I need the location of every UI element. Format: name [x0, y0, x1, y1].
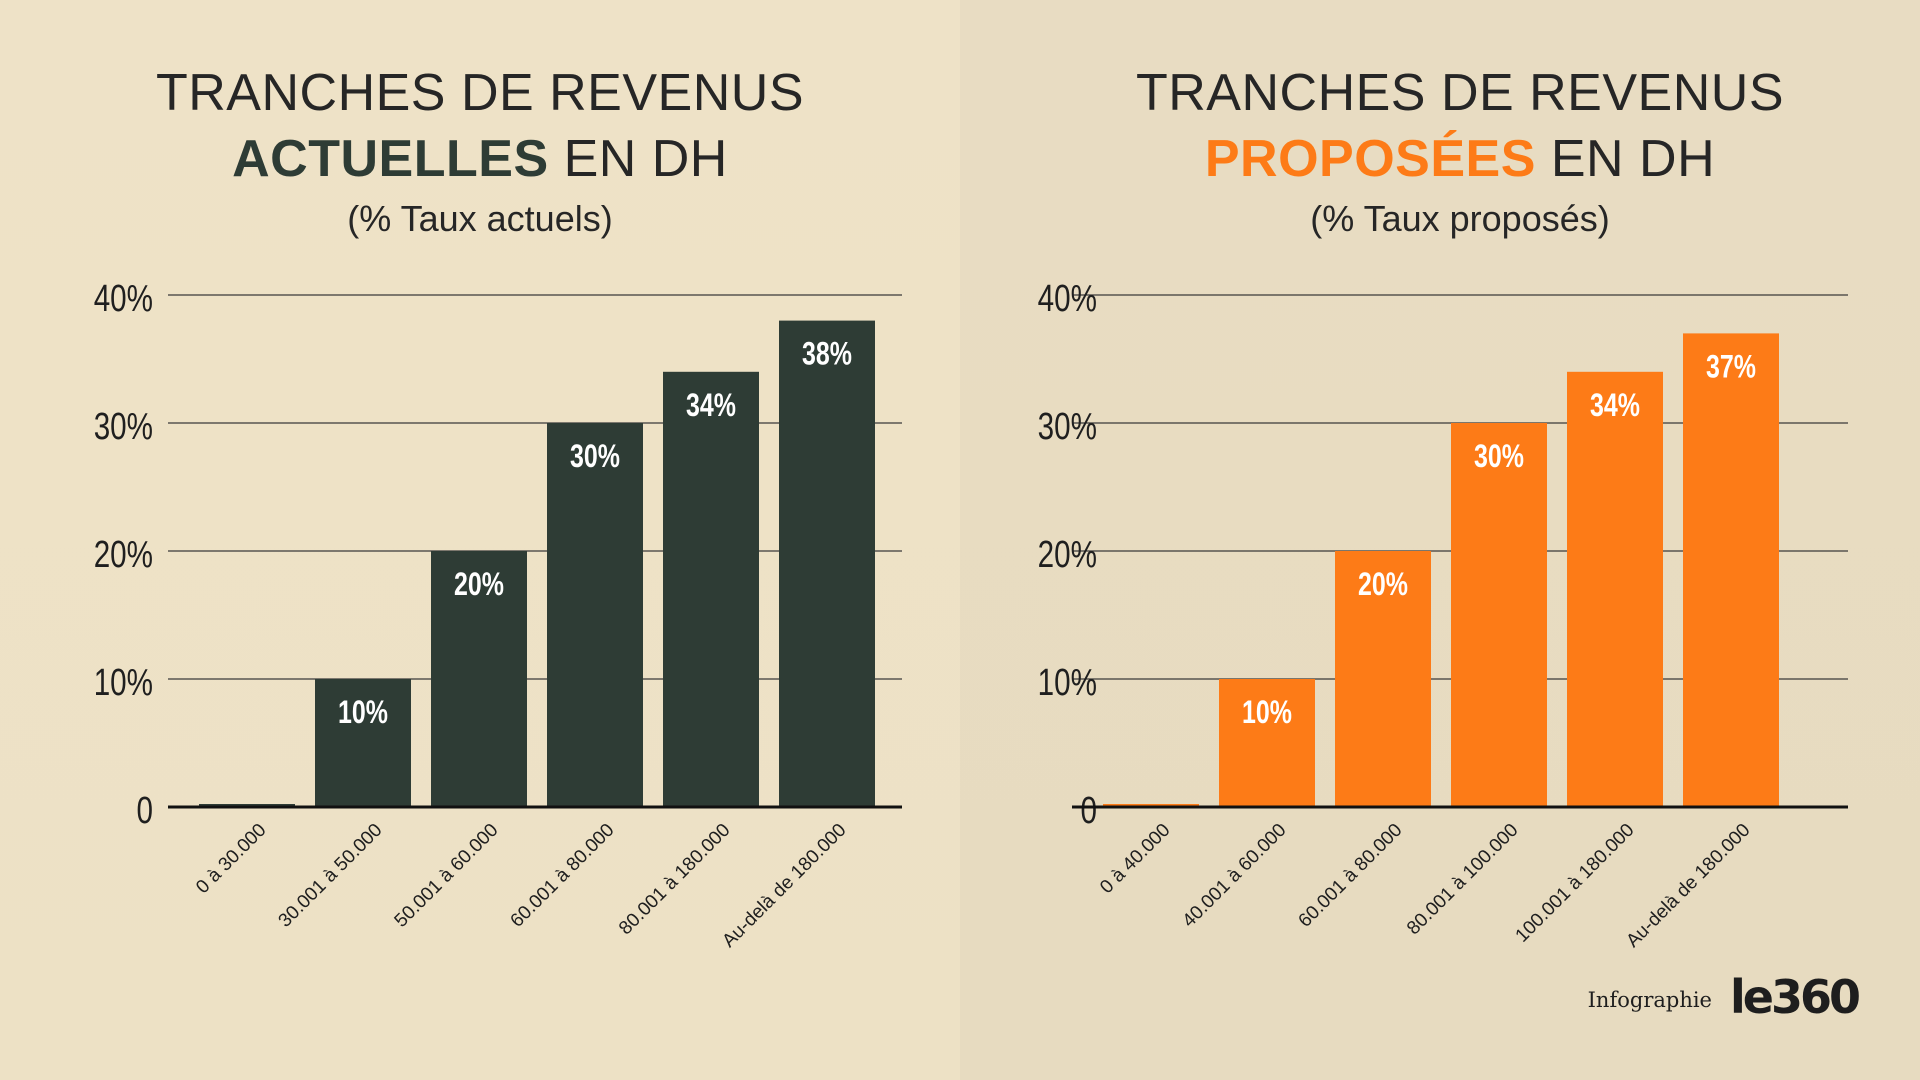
- title-line-2: PROPOSÉES EN DH: [1080, 126, 1840, 192]
- title-suffix: EN DH: [1535, 130, 1716, 188]
- bar-chart-proposed: 0 10% 20% 30% 40% 0 à 40.000 10% 40.001 à 60.00…: [1038, 278, 1848, 952]
- data-label: 34%: [1590, 388, 1640, 424]
- title-line-2: ACTUELLES EN DH: [100, 126, 860, 192]
- category-label: Au-delà de 180.000: [718, 820, 850, 952]
- data-label: 38%: [802, 337, 852, 373]
- bar: [1683, 333, 1779, 807]
- le360-logo: Infographie le360: [1587, 970, 1861, 1024]
- logo-prefix: Infographie: [1587, 988, 1712, 1012]
- chart-subtitle: (% Taux proposés): [1310, 198, 1610, 239]
- title-line-1: TRANCHES DE REVENUS: [155, 64, 805, 122]
- category-label: 60.001 à 80.000: [1295, 820, 1407, 932]
- category-label: 0 à 40.000: [1096, 820, 1174, 898]
- chart-panel-proposed: TRANCHES DE REVENUS PROPOSÉES EN DH (% T…: [960, 0, 1920, 1080]
- bar: [1567, 371, 1663, 807]
- title-highlight: ACTUELLES: [232, 130, 549, 188]
- y-tick-label: 0: [1081, 790, 1097, 832]
- bar: [1451, 423, 1547, 807]
- bar: [547, 423, 643, 807]
- title-highlight: PROPOSÉES: [1204, 130, 1536, 188]
- bar: [315, 679, 411, 807]
- data-label: 20%: [1358, 567, 1408, 603]
- category-label: 100.001 à 180.000: [1512, 820, 1639, 947]
- title-suffix: EN DH: [548, 130, 728, 188]
- y-tick-label: 10%: [1038, 662, 1097, 704]
- data-label: 20%: [454, 567, 504, 603]
- data-label: 10%: [1242, 695, 1292, 731]
- category-label: 0 à 30.000: [192, 820, 270, 898]
- y-tick-label: 20%: [1038, 534, 1097, 576]
- chart-subtitle: (% Taux actuels): [347, 198, 613, 239]
- y-tick-label: 10%: [94, 662, 153, 704]
- y-tick-label: 30%: [94, 406, 153, 448]
- bar: [431, 551, 527, 807]
- bar: [779, 320, 875, 807]
- y-tick-label: 40%: [1038, 278, 1097, 320]
- bar: [1219, 679, 1315, 807]
- chart-title-proposed: TRANCHES DE REVENUS PROPOSÉES EN DH (% T…: [1080, 60, 1840, 246]
- category-label: 80.001 à 180.000: [615, 820, 734, 939]
- title-line-1: TRANCHES DE REVENUS: [1135, 64, 1785, 122]
- data-label: 34%: [686, 388, 736, 424]
- data-label: 10%: [338, 695, 388, 731]
- data-label: 37%: [1706, 350, 1756, 386]
- data-label: 30%: [570, 439, 620, 475]
- bar: [663, 371, 759, 807]
- category-label: 80.001 à 100.000: [1403, 820, 1522, 939]
- chart-title-current: TRANCHES DE REVENUS ACTUELLES EN DH (% T…: [100, 60, 860, 246]
- category-label: Au-delà de 180.000: [1622, 820, 1754, 952]
- category-label: 40.001 à 60.000: [1179, 820, 1291, 932]
- y-tick-label: 40%: [94, 278, 153, 320]
- y-tick-label: 20%: [94, 534, 153, 576]
- category-label: 50.001 à 60.000: [391, 820, 503, 932]
- chart-panel-current: TRANCHES DE REVENUS ACTUELLES EN DH (% T…: [0, 0, 960, 1080]
- y-tick-label: 30%: [1038, 406, 1097, 448]
- logo-mark: le360: [1730, 970, 1861, 1024]
- y-tick-label: 0: [137, 790, 153, 832]
- category-label: 60.001 à 80.000: [507, 820, 619, 932]
- bar-chart-current: 0 10% 20% 30% 40% 0 à 30.000 10% 30.001 à 50.00…: [94, 278, 902, 952]
- category-label: 30.001 à 50.000: [275, 820, 387, 932]
- bar: [1335, 551, 1431, 807]
- data-label: 30%: [1474, 439, 1524, 475]
